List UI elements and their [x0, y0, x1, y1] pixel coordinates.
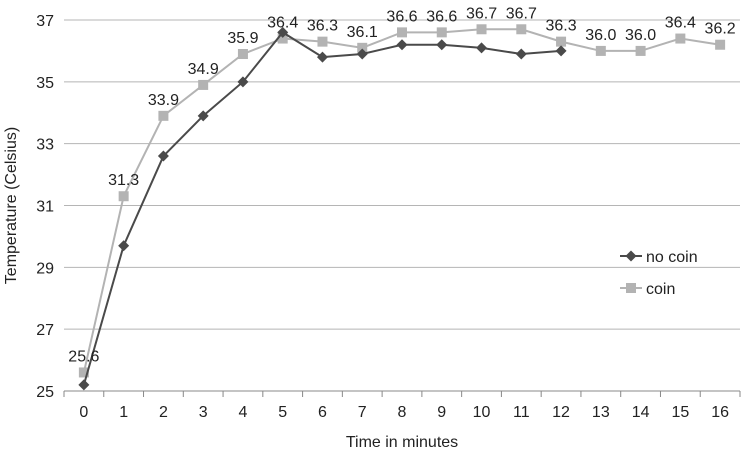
legend-item-no-coin: no coin: [620, 249, 698, 266]
data-label: 36.7: [506, 5, 537, 22]
x-axis-ticks: 0 1 2 3 4 5 6 7 8 9 10 11 12 13 14 15 16: [63, 391, 741, 421]
data-point-no-coin: [78, 379, 90, 391]
data-point-coin: [476, 24, 487, 35]
data-point-coin: [715, 39, 726, 50]
data-label: 36.3: [307, 18, 338, 35]
data-point-coin: [595, 45, 606, 56]
legend-label-coin: coin: [646, 281, 675, 298]
data-point-no-coin: [515, 48, 527, 60]
x-tick-label: 1: [119, 404, 128, 421]
data-label: 36.1: [347, 24, 378, 41]
data-point-coin: [556, 36, 567, 47]
data-label: 36.6: [386, 8, 417, 25]
data-point-coin: [277, 33, 288, 44]
data-label: 36.6: [426, 8, 457, 25]
x-tick-label: 8: [398, 404, 407, 421]
data-point-coin: [158, 110, 169, 121]
data-point-no-coin: [157, 150, 169, 162]
data-point-no-coin: [316, 51, 328, 63]
y-tick-label: 31: [36, 199, 54, 216]
data-label: 36.7: [466, 5, 497, 22]
legend-label-no-coin: no coin: [646, 249, 698, 266]
y-axis-ticks: 25 27 29 31 33 35 37: [36, 13, 54, 401]
data-point-coin: [237, 49, 248, 60]
data-point-no-coin: [118, 240, 130, 252]
data-point-no-coin: [436, 39, 448, 51]
x-tick-label: 15: [671, 404, 689, 421]
data-label: 34.9: [188, 61, 219, 78]
data-point-no-coin: [476, 42, 488, 54]
x-tick-label: 14: [632, 404, 650, 421]
x-tick-label: 16: [711, 404, 729, 421]
data-label: 25.6: [68, 348, 99, 365]
y-tick-label: 25: [36, 384, 54, 401]
data-point-coin: [118, 191, 129, 202]
x-tick-label: 9: [437, 404, 446, 421]
legend-marker-no-coin: [625, 250, 637, 262]
data-label: 36.2: [705, 21, 736, 38]
data-label: 36.3: [545, 18, 576, 35]
series-line-no-coin: [82, 31, 562, 386]
data-label: 36.4: [665, 15, 696, 32]
data-label: 36.4: [267, 15, 298, 32]
data-label: 35.9: [227, 30, 258, 47]
legend: no coin coin: [620, 249, 698, 298]
data-point-no-coin: [356, 48, 368, 60]
x-tick-label: 12: [552, 404, 570, 421]
data-point-no-coin: [277, 26, 289, 38]
x-axis-title: Time in minutes: [346, 434, 458, 451]
data-point-coin: [397, 27, 407, 38]
x-tick-label: 4: [238, 404, 247, 421]
y-tick-label: 33: [36, 137, 54, 154]
x-tick-label: 6: [318, 404, 327, 421]
data-label: 36.0: [625, 27, 656, 44]
data-point-coin: [317, 36, 328, 47]
data-point-no-coin: [555, 45, 567, 57]
series-coin: [78, 24, 726, 378]
data-point-coin: [516, 24, 527, 35]
data-point-no-coin: [197, 110, 209, 122]
x-tick-label: 3: [199, 404, 208, 421]
y-tick-label: 27: [36, 322, 54, 339]
x-tick-label: 2: [159, 404, 168, 421]
data-point-coin: [436, 27, 447, 38]
data-label: 31.3: [108, 172, 139, 189]
y-tick-label: 29: [36, 260, 54, 277]
data-labels: 25.6 31.3 33.9 34.9 35.9 36.4 36.3 36.1 36.6 36.6…: [68, 5, 735, 365]
data-point-coin: [357, 42, 368, 53]
data-point-no-coin: [396, 39, 408, 51]
series-no-coin: [78, 26, 567, 391]
x-tick-label: 10: [473, 404, 491, 421]
x-tick-label: 0: [79, 404, 88, 421]
y-tick-label: 35: [36, 75, 54, 92]
gridlines: [64, 19, 740, 330]
series-line-coin: [82, 28, 721, 373]
data-point-no-coin: [237, 76, 249, 88]
data-point-coin: [198, 79, 209, 90]
data-point-coin: [675, 33, 686, 44]
x-tick-label: 7: [358, 404, 367, 421]
data-label: 36.0: [585, 27, 616, 44]
y-tick-label: 37: [36, 13, 54, 30]
x-tick-label: 11: [513, 404, 530, 421]
legend-item-coin: coin: [620, 281, 675, 298]
series-layer: [78, 24, 726, 391]
x-tick-label: 5: [278, 404, 287, 421]
data-point-coin: [78, 367, 89, 378]
legend-marker-coin: [626, 283, 636, 293]
x-tick-label: 13: [592, 404, 610, 421]
data-label: 33.9: [148, 92, 179, 109]
data-point-coin: [635, 45, 646, 56]
y-axis-title: Temperature (Celsius): [3, 127, 20, 284]
